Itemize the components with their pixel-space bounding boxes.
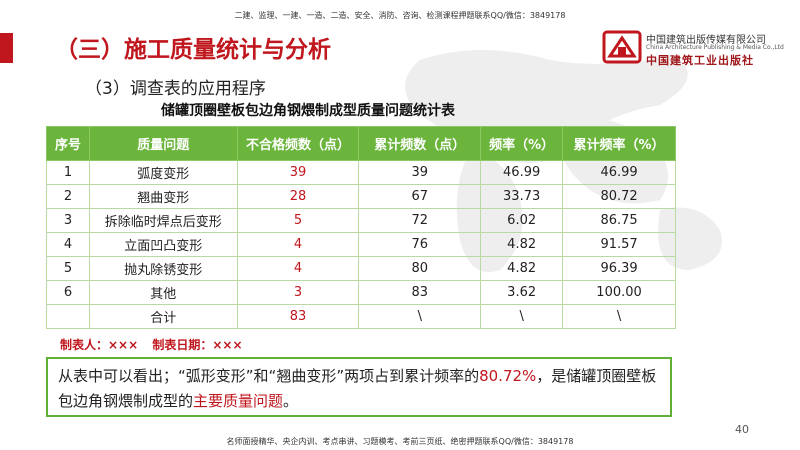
quality-statistics-table: 序号 质量问题 不合格频数（点） 累计频数（点） 频率（%） 累计频率（%） 1… (46, 126, 676, 329)
table-title: 储罐顶圈壁板包边角钢煨制成型质量问题统计表 (161, 103, 455, 119)
section-subtitle: （3）调查表的应用程序 (85, 79, 266, 99)
conclusion-highlight-percent: 80.72% (479, 367, 537, 385)
title-accent-bar (0, 33, 13, 63)
table-cell: 67 (358, 184, 482, 209)
page-number: 40 (735, 423, 749, 436)
table-total-row: 合计 83 \ \ \ (46, 304, 676, 329)
table-cell: \ (480, 304, 564, 329)
table-header-row: 序号 质量问题 不合格频数（点） 累计频数（点） 频率（%） 累计频率（%） (46, 126, 676, 161)
table-cell: 80 (358, 256, 482, 281)
table-cell: 83 (358, 280, 482, 305)
conclusion-text: 从表中可以看出；“弧形变形”和“翘曲变形”两项占到累计频率的 (58, 367, 480, 385)
table-cell: 46.99 (480, 160, 564, 185)
table-cell: 5 (46, 256, 90, 281)
table-cell: 5 (236, 208, 360, 233)
table-cell: 76 (358, 232, 482, 257)
table-cell: 2 (46, 184, 90, 209)
table-cell: \ (562, 304, 676, 329)
table-date-label: 制表日期：××× (152, 338, 243, 352)
table-cell: 4 (236, 232, 360, 257)
table-cell: 96.39 (562, 256, 676, 281)
header-cell: 不合格频数（点） (236, 126, 360, 161)
table-cell: 86.75 (562, 208, 676, 233)
conclusion-highlight-problem: 主要质量问题 (193, 392, 284, 410)
table-row: 1 弧度变形 39 39 46.99 46.99 (46, 160, 676, 185)
publisher-name-en: China Architecture Publishing & Media Co… (646, 44, 784, 51)
table-cell: 91.57 (562, 232, 676, 257)
table-row: 3 拆除临时焊点后变形 5 72 6.02 86.75 (46, 208, 676, 233)
header-cell: 频率（%） (480, 126, 564, 161)
header-cell: 序号 (46, 126, 90, 161)
table-cell: 拆除临时焊点后变形 (88, 208, 238, 233)
header-cell: 累计频率（%） (562, 126, 676, 161)
conclusion-box: 从表中可以看出；“弧形变形”和“翘曲变形”两项占到累计频率的80.72%，是储罐… (46, 357, 672, 417)
table-cell: \ (358, 304, 482, 329)
table-cell: 4 (46, 232, 90, 257)
table-row: 6 其他 3 83 3.62 100.00 (46, 280, 676, 305)
publisher-logo-icon (602, 30, 642, 64)
table-row: 2 翘曲变形 28 67 33.73 80.72 (46, 184, 676, 209)
publisher-name-cn: 中国建筑出版传媒有限公司 (646, 35, 766, 46)
table-cell: 28 (236, 184, 360, 209)
table-cell: 3 (46, 208, 90, 233)
table-cell: 39 (236, 160, 360, 185)
table-maker-label: 制表人：××× (60, 338, 139, 352)
conclusion-text: 。 (283, 392, 299, 410)
table-cell: 其他 (88, 280, 238, 305)
header-cell: 累计频数（点） (358, 126, 482, 161)
footer-note: 名师面授精华、央企内训、考点串讲、习题模考、考前三页纸、绝密押题联系QQ/微信：… (226, 437, 574, 446)
table-cell: 100.00 (562, 280, 676, 305)
table-cell: 3.62 (480, 280, 564, 305)
header-cell: 质量问题 (88, 126, 238, 161)
table-cell: 4.82 (480, 232, 564, 257)
table-cell (46, 304, 90, 329)
table-cell: 3 (236, 280, 360, 305)
table-cell: 4 (236, 256, 360, 281)
table-cell: 立面凹凸变形 (88, 232, 238, 257)
table-cell: 39 (358, 160, 482, 185)
table-cell: 翘曲变形 (88, 184, 238, 209)
page-title: （三）施工质量统计与分析 (55, 37, 331, 63)
table-row: 5 抛丸除锈变形 4 80 4.82 96.39 (46, 256, 676, 281)
table-cell: 72 (358, 208, 482, 233)
table-cell: 46.99 (562, 160, 676, 185)
table-maker-info: 制表人：××× 制表日期：××× (60, 336, 253, 353)
table-cell: 4.82 (480, 256, 564, 281)
table-cell: 弧度变形 (88, 160, 238, 185)
conclusion-text: ，是储罐顶圈壁板包边角钢煨制成型的 (58, 367, 657, 410)
table-cell: 80.72 (562, 184, 676, 209)
table-cell: 33.73 (480, 184, 564, 209)
publisher-name-cn-secondary: 中国建筑工业出版社 (646, 54, 754, 67)
table-cell: 6 (46, 280, 90, 305)
table-cell: 1 (46, 160, 90, 185)
table-cell: 83 (236, 304, 360, 329)
table-row: 4 立面凹凸变形 4 76 4.82 91.57 (46, 232, 676, 257)
header-note: 二建、监理、一建、一造、二造、安全、消防、咨询、检测课程押题联系QQ/微信：38… (234, 11, 566, 20)
table-cell: 抛丸除锈变形 (88, 256, 238, 281)
table-cell: 6.02 (480, 208, 564, 233)
table-cell: 合计 (88, 304, 238, 329)
